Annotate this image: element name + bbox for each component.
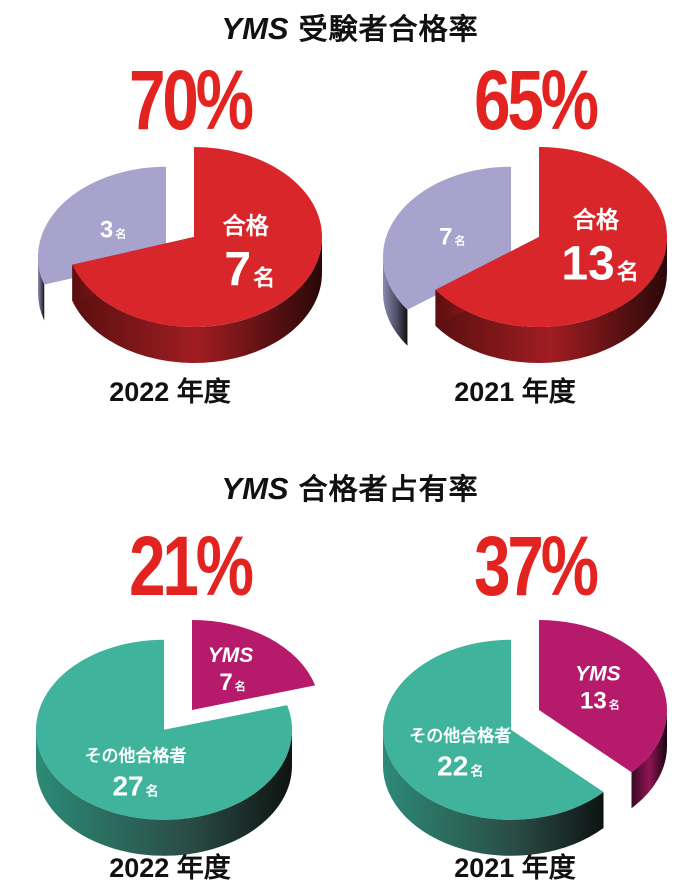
pie-slice-main <box>435 147 667 327</box>
percent-label-2022-pass: 70% <box>129 53 254 147</box>
percent-label-2021-share: 37% <box>474 519 599 613</box>
brand-label: YMS <box>221 471 289 506</box>
year-label-2021-share: 2021 年度 <box>454 853 576 883</box>
pie-slice-main <box>72 147 322 327</box>
pie-chart-2021-pass: 合格 13名 7 名 <box>383 147 667 363</box>
slice-value-main: 13名 <box>561 237 638 290</box>
pie-slice-main <box>539 620 667 773</box>
slice-label-main: 合格 <box>223 212 270 238</box>
slice-value-main: 7名 <box>224 243 275 296</box>
pie-slice-secondary <box>383 166 511 310</box>
slice-label-main: YMS <box>575 662 621 685</box>
pie-slice-secondary <box>36 639 292 820</box>
pie-slice-secondary <box>383 639 604 820</box>
slice-label-secondary: その他合格者 <box>409 725 511 745</box>
year-label-2021-pass: 2021 年度 <box>454 377 576 407</box>
section-title-pass-rate: YMS 受験者合格率 <box>0 6 700 48</box>
pie-slice-main <box>192 620 316 710</box>
year-label-2022-share: 2022 年度 <box>109 853 231 883</box>
slice-label-main: YMS <box>208 644 254 667</box>
slice-label-secondary: その他合格者 <box>85 745 187 765</box>
slice-value-secondary: 27 名 <box>112 770 158 801</box>
section-title-share-rate: YMS 合格者占有率 <box>0 466 700 508</box>
pie-side-secondary <box>38 256 45 321</box>
section-title-text: 受験者合格率 <box>298 14 479 46</box>
slice-value-secondary: 22 名 <box>437 750 483 781</box>
brand-label: YMS <box>221 11 289 46</box>
section-title-text: 合格者占有率 <box>298 474 479 506</box>
pie-chart-2022-pass: 合格 7名 3 名 <box>37 147 322 364</box>
year-label-2022-pass: 2022 年度 <box>109 377 231 407</box>
pie-side-main <box>631 710 667 809</box>
slice-label-main: 合格 <box>573 206 620 232</box>
pie-side-secondary <box>36 729 292 856</box>
pie-side-main <box>72 237 322 364</box>
pie-side-secondary <box>383 729 604 856</box>
pie-side-main <box>435 237 667 363</box>
percent-label-2022-share: 21% <box>129 519 254 613</box>
pie-side-secondary <box>383 256 408 346</box>
percent-label-2021-pass: 65% <box>474 53 599 147</box>
